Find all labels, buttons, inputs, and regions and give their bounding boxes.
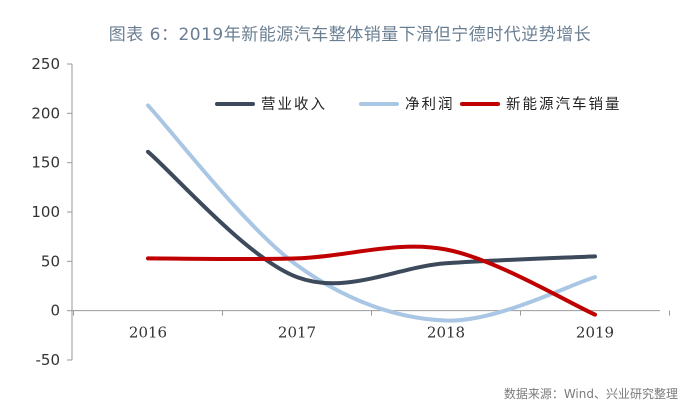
y-tick-label: -50	[36, 351, 61, 369]
x-tick-label: 2019	[576, 324, 614, 342]
legend-label: 净利润	[405, 96, 455, 113]
y-tick-label: 100	[31, 203, 60, 221]
y-tick-label: 200	[31, 104, 60, 122]
x-tick-label: 2018	[427, 324, 465, 342]
series-line-0	[146, 149, 597, 286]
y-tick-label: 150	[31, 154, 60, 172]
x-tick-label: 2017	[278, 324, 316, 342]
y-axis-ticks: -50 0 50 100 150 200 250	[31, 55, 72, 369]
series-lines	[146, 103, 597, 323]
legend: 营业收入 净利润 新能源汽车销量	[215, 96, 622, 113]
series-line-1	[146, 103, 597, 323]
y-tick-label: 50	[41, 252, 60, 270]
y-tick-label: 0	[50, 302, 60, 320]
x-tick-label: 2016	[129, 324, 167, 342]
series-line-2	[146, 244, 597, 317]
legend-label: 新能源汽车销量	[506, 96, 622, 113]
legend-label: 营业收入	[261, 96, 327, 113]
chart-title: 图表 6：2019年新能源汽车整体销量下滑但宁德时代逆势增长	[108, 25, 592, 45]
y-tick-label: 250	[31, 55, 60, 73]
source-note: 数据来源：Wind、兴业研究整理	[503, 387, 678, 401]
x-axis-ticks: 2016 2017 2018 2019	[73, 310, 670, 342]
